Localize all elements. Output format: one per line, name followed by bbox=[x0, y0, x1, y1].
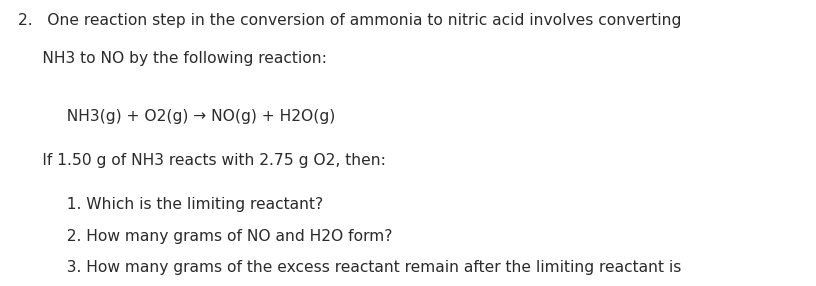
Text: 2. How many grams of NO and H2O form?: 2. How many grams of NO and H2O form? bbox=[18, 229, 392, 244]
Text: 2.   One reaction step in the conversion of ammonia to nitric acid involves conv: 2. One reaction step in the conversion o… bbox=[18, 13, 681, 28]
Text: NH3(g) + O2(g) → NO(g) + H2O(g): NH3(g) + O2(g) → NO(g) + H2O(g) bbox=[18, 109, 335, 124]
Text: NH3 to NO by the following reaction:: NH3 to NO by the following reaction: bbox=[18, 51, 327, 66]
Text: If 1.50 g of NH3 reacts with 2.75 g O2, then:: If 1.50 g of NH3 reacts with 2.75 g O2, … bbox=[18, 153, 386, 168]
Text: 3. How many grams of the excess reactant remain after the limiting reactant is: 3. How many grams of the excess reactant… bbox=[18, 260, 681, 275]
Text: 1. Which is the limiting reactant?: 1. Which is the limiting reactant? bbox=[18, 197, 323, 212]
